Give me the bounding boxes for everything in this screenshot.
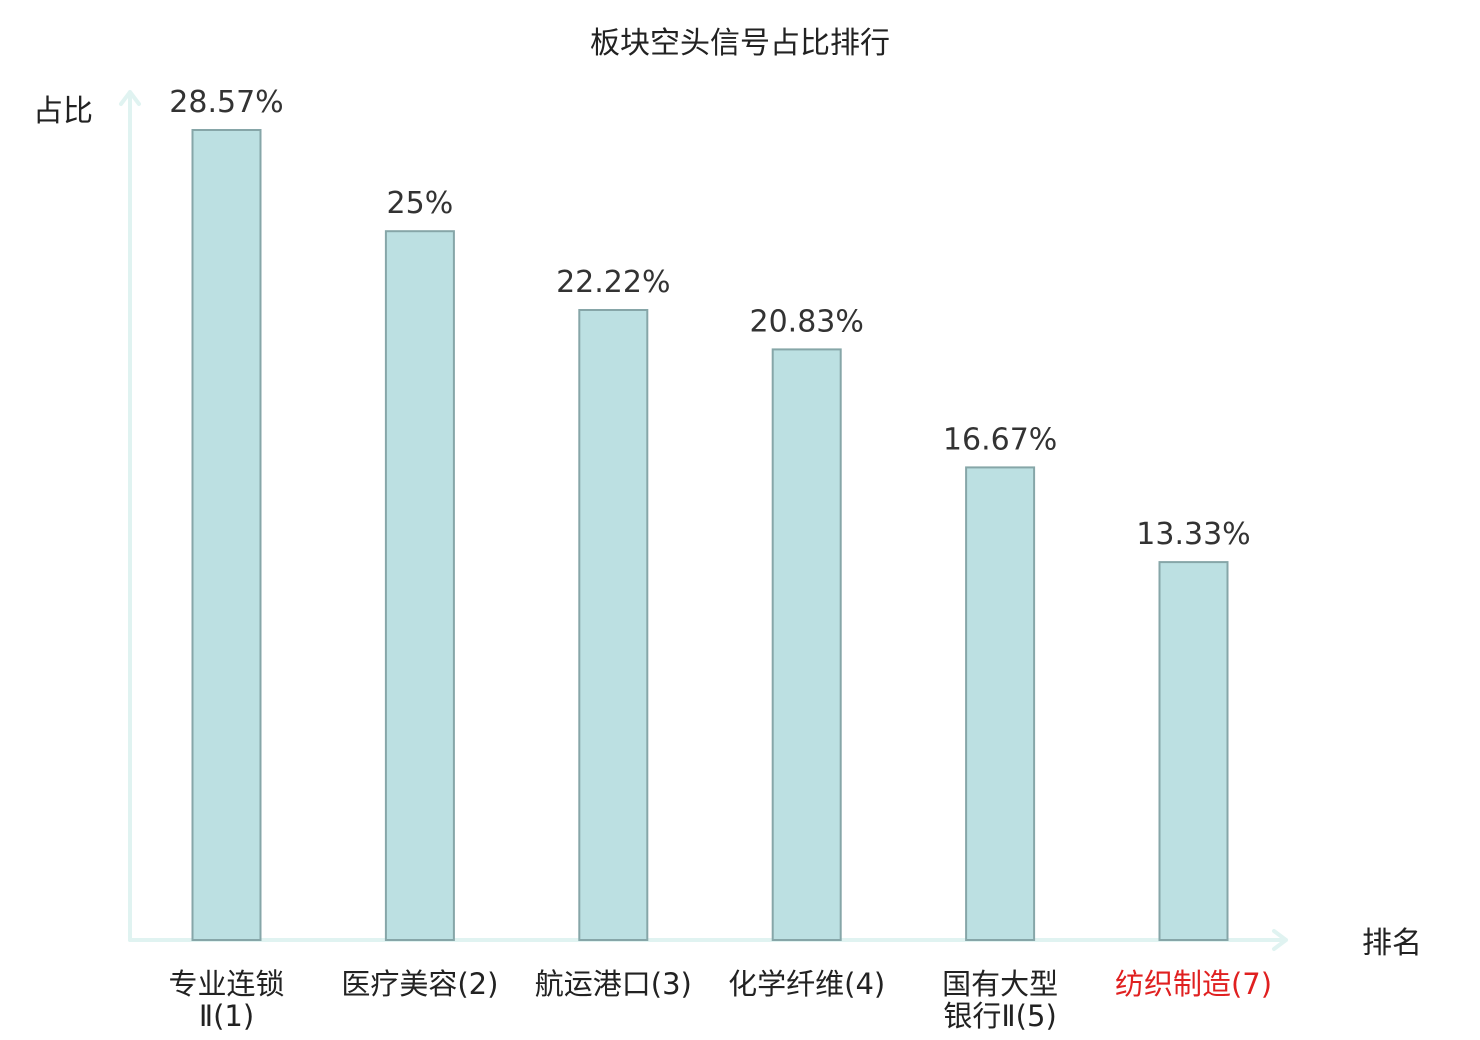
bar: [1158, 561, 1229, 941]
bar: [771, 348, 842, 941]
value-labels-group: 28.57% 25% 22.22% 20.83% 16.67% 13.33%: [169, 85, 1250, 552]
bar-value-label: 16.67%: [943, 422, 1057, 457]
x-axis-label: 排名: [1362, 926, 1422, 961]
bar-value-label: 20.83%: [750, 304, 864, 339]
bar: [578, 309, 649, 941]
x-tick-label: 纺织制造(7): [1115, 967, 1272, 1001]
chart-title: 板块空头信号占比排行: [590, 26, 890, 61]
y-axis-label: 占比: [33, 94, 93, 129]
x-axis-line: [128, 929, 1288, 951]
x-tick-label: 国有大型银行Ⅱ(5): [942, 967, 1058, 1033]
category-labels-group: 专业连锁 Ⅱ(1) 医疗美容(2) 航运港口(3) 化学纤维(4) 国有大型银行Ⅱ(5) 纺…: [168, 967, 1272, 1033]
bar: [191, 129, 262, 941]
bar-value-label: 22.22%: [556, 265, 670, 300]
bar: [384, 230, 455, 941]
y-axis-line: [119, 90, 141, 942]
x-tick-label: 医疗美容(2): [341, 967, 498, 1001]
x-tick-label: 化学纤维(4): [728, 967, 885, 1001]
bar: [965, 466, 1036, 941]
bar-value-label: 25%: [387, 186, 454, 221]
x-tick-label: 专业连锁 Ⅱ(1): [168, 967, 284, 1033]
bars-group: [191, 129, 1229, 941]
bar-value-label: 28.57%: [169, 85, 283, 120]
x-tick-label: 航运港口(3): [535, 967, 692, 1001]
bar-value-label: 13.33%: [1136, 517, 1250, 552]
